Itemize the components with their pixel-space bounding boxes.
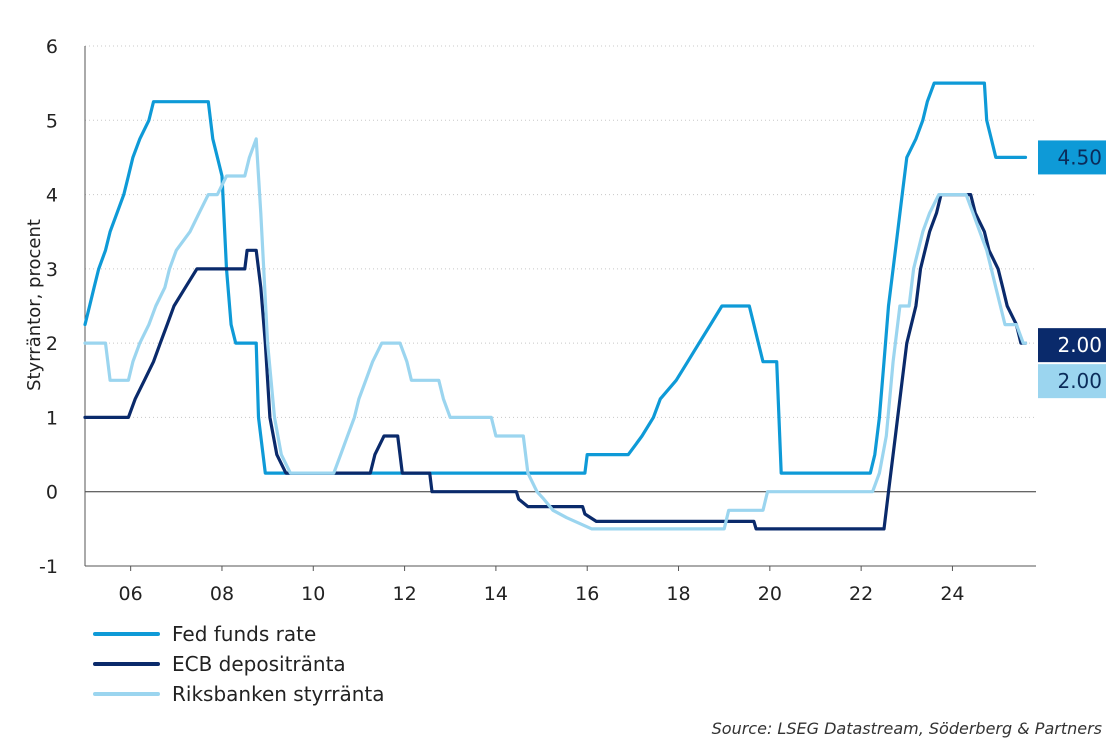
- end-tag-label-2: 2.00: [1057, 333, 1102, 357]
- legend-label-1: Fed funds rate: [172, 622, 316, 646]
- x-tick-label: 24: [940, 583, 964, 605]
- series-line-3: [83, 137, 1028, 531]
- series-lines: [83, 81, 1028, 531]
- series-line-2: [83, 193, 1028, 531]
- legend-label-2: ECB depositränta: [172, 652, 346, 676]
- x-tick-label: 14: [484, 583, 508, 605]
- x-tick-label: 08: [210, 583, 234, 605]
- legend-label-3: Riksbanken styrränta: [172, 682, 385, 706]
- end-tag-1: [1038, 140, 1106, 175]
- y-tick-label: 1: [46, 407, 58, 429]
- x-tick-label: 18: [666, 583, 690, 605]
- end-tag-label-3: 2.00: [1057, 369, 1102, 393]
- y-tick-label: 5: [46, 110, 58, 132]
- x-tick-label: 16: [575, 583, 599, 605]
- source-note: Source: LSEG Datastream, Söderberg & Par…: [712, 719, 1102, 738]
- y-tick-label: 3: [46, 259, 58, 281]
- axes: [84, 46, 1036, 571]
- x-tick-label: 22: [849, 583, 873, 605]
- y-tick-label: 2: [46, 333, 58, 355]
- legend: Fed funds rate ECB depositränta Riksbanken…: [93, 622, 385, 706]
- end-value-tags: 4.50 2.00 2.00: [1038, 140, 1106, 399]
- x-tick-label: 10: [301, 583, 325, 605]
- end-tag-3: [1038, 364, 1106, 399]
- y-tick-label: -1: [39, 556, 58, 578]
- y-tick-label: 6: [46, 36, 58, 58]
- x-tick-label: 06: [119, 583, 143, 605]
- gridlines: [85, 45, 1036, 418]
- x-tick-label: 12: [392, 583, 416, 605]
- end-tag-label-1: 4.50: [1057, 145, 1102, 169]
- x-tick-label: 20: [758, 583, 782, 605]
- y-axis-label: Styrräntor, procent: [24, 219, 45, 391]
- y-tick-label: 0: [46, 482, 58, 504]
- end-tag-2: [1038, 328, 1106, 363]
- y-tick-label: 4: [46, 185, 58, 207]
- series-line-1: [83, 81, 1028, 475]
